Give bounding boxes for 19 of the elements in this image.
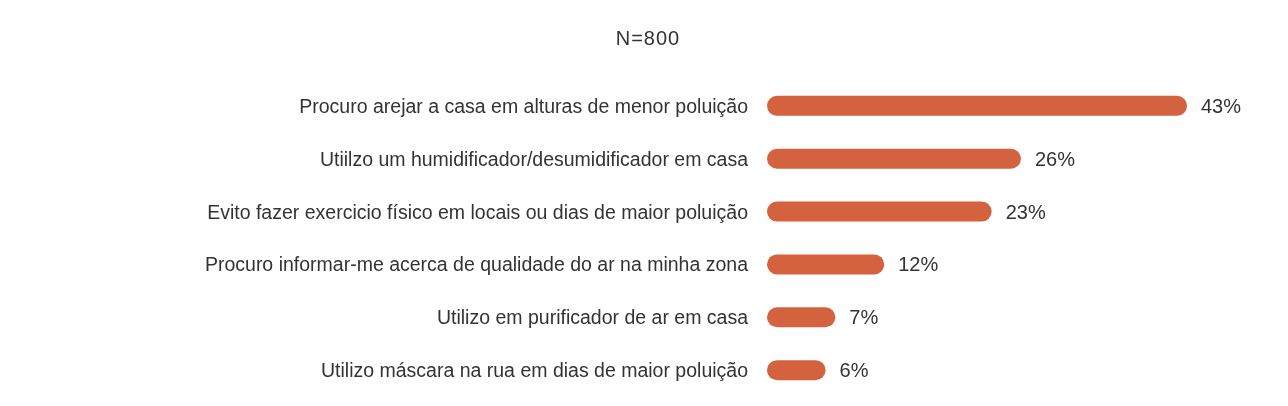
data-label: 12% (898, 253, 939, 276)
bar (767, 254, 885, 275)
bar (767, 148, 1021, 169)
data-label: 6% (839, 359, 869, 382)
y-tick-label: Procuro arejar a casa em alturas de menor poluição (299, 94, 749, 117)
chart-title: N=800 (615, 27, 681, 49)
data-label: 23% (1005, 200, 1046, 223)
y-tick-label: Utiilzo um humidificador/desumidificador em casa (319, 147, 749, 170)
bar (767, 360, 826, 381)
y-tick-label: Procuro informar-me acerca de qualidade do ar na minha zona (204, 253, 749, 276)
bar (767, 95, 1187, 116)
data-label: 43% (1201, 94, 1242, 117)
data-label: 7% (849, 306, 879, 329)
y-tick-label: Utilizo em purificador de ar em casa (436, 306, 749, 329)
data-label: 26% (1034, 147, 1076, 170)
y-tick-label: Evito fazer exercicio físico em locais ou dias de maior poluição (207, 200, 749, 223)
bar (767, 307, 836, 328)
bar (767, 201, 992, 222)
y-tick-label: Utilizo máscara na rua em dias de maior poluição (320, 359, 749, 382)
